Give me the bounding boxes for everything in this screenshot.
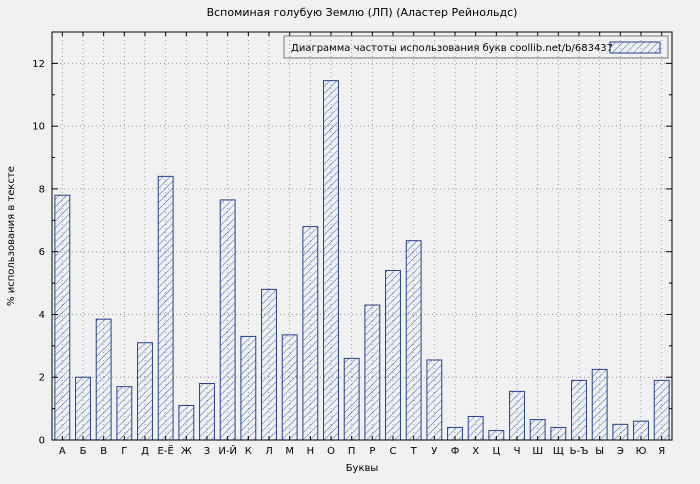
y-tick-label: 12 — [32, 59, 45, 70]
y-tick-label: 4 — [39, 310, 45, 321]
tick-labels: 0 2 4 6 8 10 12 А Б В Г Д Е-Ё Ж З И-Й К Л М Н О П Р С Т У Ф Х Ц Ч Ш Щ Ь-… — [32, 59, 665, 457]
x-tick-label: Ю — [636, 446, 647, 457]
x-tick-label: О — [327, 446, 335, 457]
y-tick-label: 8 — [39, 184, 45, 195]
bar-Ь-Ъ — [571, 379, 587, 441]
bar-У — [426, 359, 443, 441]
x-tick-label: Х — [472, 446, 479, 457]
bar-О — [323, 80, 339, 441]
x-tick-label: Р — [369, 446, 375, 457]
bar-З — [199, 383, 215, 441]
x-tick-label: В — [100, 446, 107, 457]
bar-Ы — [591, 368, 608, 441]
chart-title: Вспоминая голубую Землю (ЛП) (Аластер Ре… — [207, 6, 518, 19]
x-tick-label: Ж — [181, 446, 192, 457]
bar-Н — [302, 226, 319, 441]
bar-П — [343, 357, 360, 441]
bar-А — [54, 194, 71, 441]
x-tick-label: С — [390, 446, 397, 457]
bar-К — [240, 335, 257, 441]
bar-Е-Ё — [157, 175, 174, 441]
bar-Л — [261, 288, 277, 441]
bar-Б — [75, 376, 91, 441]
x-tick-label: Е-Ё — [158, 444, 174, 457]
x-tick-label: Г — [121, 446, 127, 457]
x-tick-label: Ч — [514, 446, 521, 457]
x-tick-label: Б — [80, 446, 87, 457]
x-tick-label: З — [204, 446, 210, 457]
bar-Ч — [509, 390, 525, 441]
y-tick-label: 0 — [39, 436, 45, 447]
x-tick-label: К — [245, 446, 252, 457]
bar-Я — [653, 379, 670, 441]
x-tick-label: Т — [410, 446, 418, 457]
bar-И-Й — [219, 199, 236, 441]
bar-Д — [137, 342, 153, 441]
legend: Диаграмма частоты использования букв coo… — [283, 35, 669, 59]
bar-С — [385, 270, 401, 441]
x-tick-label: Я — [658, 446, 665, 457]
bar-М — [281, 334, 298, 441]
legend-label: Диаграмма частоты использования букв coo… — [291, 43, 613, 54]
bar-Ж — [178, 404, 195, 441]
x-tick-label: Ф — [451, 446, 460, 457]
x-tick-label: А — [59, 446, 66, 457]
x-tick-label: У — [431, 446, 437, 457]
x-axis-label: Буквы — [346, 463, 379, 474]
legend-box — [283, 35, 669, 59]
x-tick-label: И-Й — [218, 444, 237, 457]
y-axis-label: % использования в тексте — [6, 166, 17, 306]
x-tick-label: Ц — [492, 446, 500, 457]
y-tick-label: 2 — [39, 373, 45, 384]
x-tick-label: Э — [617, 446, 624, 457]
legend-swatch — [609, 41, 661, 54]
bar-series — [54, 80, 670, 441]
bar-Р — [364, 304, 381, 441]
axes — [51, 31, 673, 441]
x-tick-label: Н — [307, 446, 315, 457]
bar-Г — [116, 386, 133, 441]
y-tick-label: 6 — [39, 247, 45, 258]
x-tick-label: Ь-Ъ — [570, 446, 589, 457]
bar-В — [95, 318, 112, 441]
x-tick-label: Ш — [532, 446, 543, 457]
x-tick-label: М — [285, 446, 294, 457]
plot-border — [51, 31, 673, 441]
x-tick-label: Щ — [553, 446, 564, 457]
y-tick-label: 10 — [32, 122, 45, 133]
bar-Т — [405, 240, 422, 441]
x-tick-label: Д — [141, 446, 149, 457]
x-tick-label: Л — [265, 446, 273, 457]
x-tick-label: Ы — [595, 446, 604, 457]
x-tick-label: П — [348, 446, 356, 457]
